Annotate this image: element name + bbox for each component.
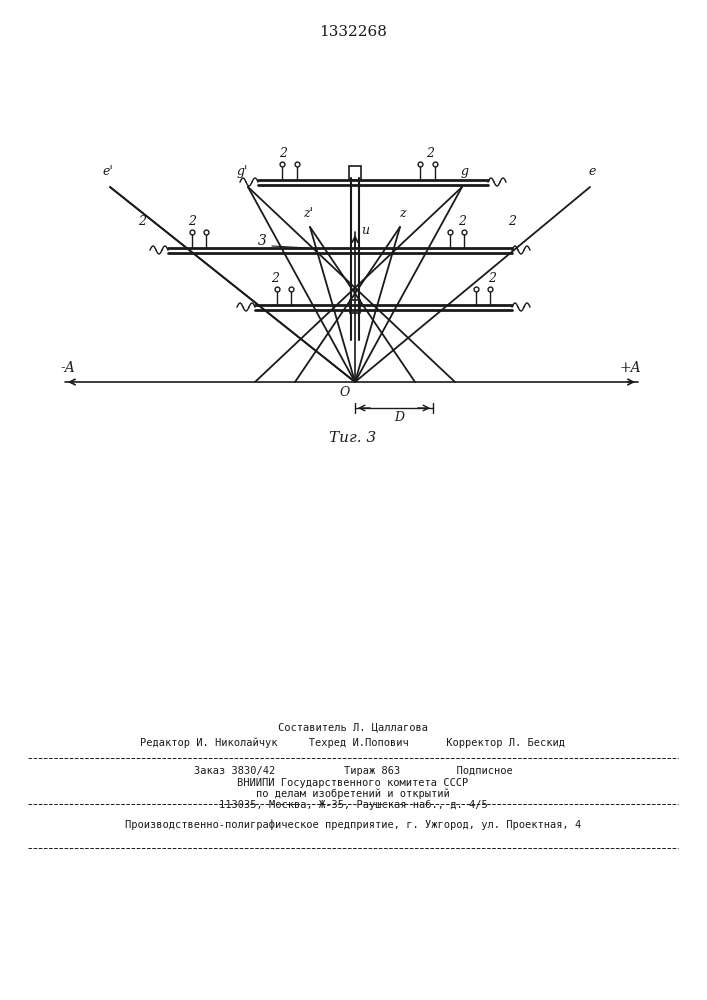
Text: 2: 2 bbox=[138, 215, 146, 228]
Text: z': z' bbox=[303, 207, 313, 220]
Text: Заказ 3830/42           Тираж 863         Подписное: Заказ 3830/42 Тираж 863 Подписное bbox=[194, 766, 513, 776]
Text: 2: 2 bbox=[271, 272, 279, 285]
Text: ВНИИПИ Государственного комитета СССР: ВНИИПИ Государственного комитета СССР bbox=[238, 778, 469, 788]
Text: 113035, Москва, Ж-35, Раушская наб., д. 4/5: 113035, Москва, Ж-35, Раушская наб., д. … bbox=[218, 800, 487, 810]
Text: Редактор И. Николайчук     Техред И.Попович      Корректор Л. Бескид: Редактор И. Николайчук Техред И.Попович … bbox=[141, 738, 566, 748]
Text: 3: 3 bbox=[257, 234, 267, 248]
Text: 2: 2 bbox=[488, 272, 496, 285]
Text: u: u bbox=[361, 224, 369, 237]
Text: -A: -A bbox=[61, 361, 76, 375]
Bar bbox=[349, 166, 361, 180]
Text: g': g' bbox=[236, 165, 247, 178]
Text: +A: +A bbox=[619, 361, 641, 375]
Text: 2: 2 bbox=[279, 147, 287, 160]
Text: Τиг. 3: Τиг. 3 bbox=[329, 431, 377, 445]
Text: z: z bbox=[399, 207, 405, 220]
Text: 2: 2 bbox=[188, 215, 196, 228]
Text: e: e bbox=[588, 165, 596, 178]
Text: 1332268: 1332268 bbox=[319, 25, 387, 39]
Text: 2: 2 bbox=[426, 147, 434, 160]
Text: 2: 2 bbox=[458, 215, 466, 228]
Text: по делам изобретений и открытий: по делам изобретений и открытий bbox=[256, 788, 450, 799]
Text: Производственно-полиграфическое предприятие, г. Ужгород, ул. Проектная, 4: Производственно-полиграфическое предприя… bbox=[125, 820, 581, 830]
Text: 2: 2 bbox=[508, 215, 516, 228]
Text: g: g bbox=[461, 165, 469, 178]
Text: Составитель Л. Цаллагова: Составитель Л. Цаллагова bbox=[278, 722, 428, 732]
Bar bbox=[350, 300, 360, 313]
Text: O: O bbox=[340, 386, 350, 399]
Text: e': e' bbox=[103, 165, 113, 178]
Text: D: D bbox=[394, 411, 404, 424]
